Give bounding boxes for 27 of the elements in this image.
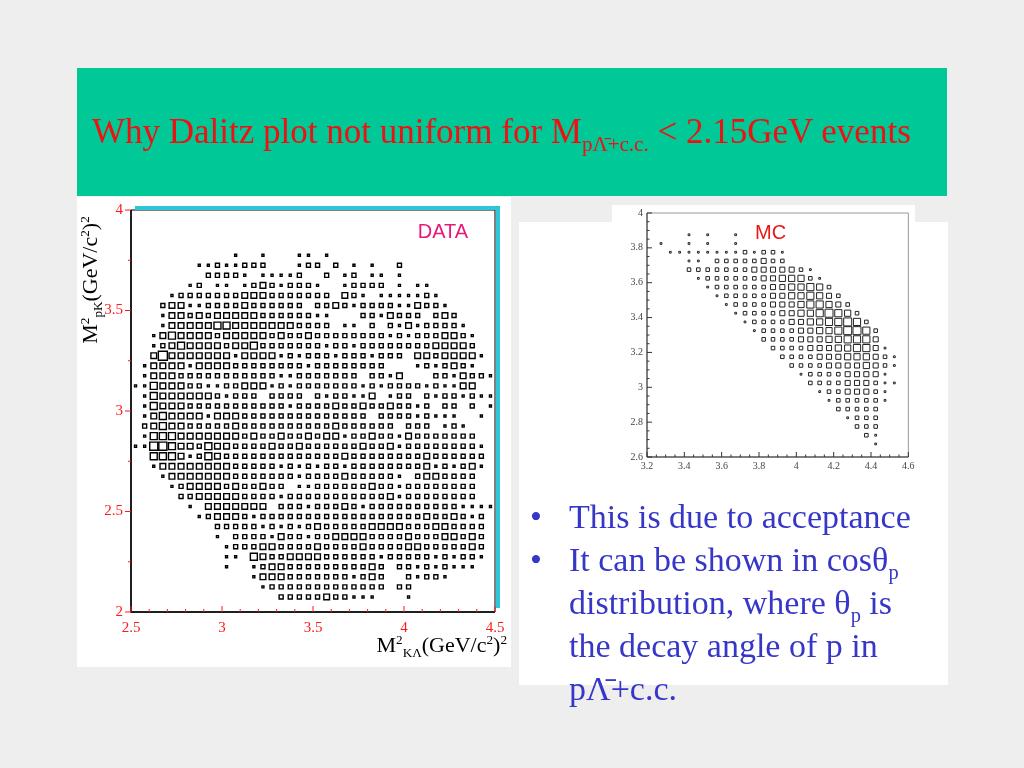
x-tick-label: 4.6 xyxy=(902,459,915,471)
y-tick-label: 2.5 xyxy=(104,502,123,519)
text: Why Dalitz plot not uniform for M$_{pΛ̄+c.c.}$ < 2.15GeV events xyxy=(92,111,911,156)
y-tick-label: 3.8 xyxy=(630,241,643,253)
y-tick-label: 4 xyxy=(115,200,124,217)
text: DATA xyxy=(417,220,469,243)
x-tick-label: 4.4 xyxy=(864,459,878,471)
y-tick-label: 3.6 xyxy=(630,276,643,288)
x-tick-label: 4 xyxy=(793,459,799,471)
y-tick-label: 3 xyxy=(115,401,123,418)
x-tick-label: 4.2 xyxy=(827,459,840,471)
chart-title: MC xyxy=(755,220,787,243)
x-tick-label: 3.6 xyxy=(715,459,728,471)
y-tick-label: 3 xyxy=(638,380,643,392)
y-tick-label: 2.6 xyxy=(630,450,643,462)
x-tick-label: 3.8 xyxy=(752,459,766,471)
x-tick-label: 3.5 xyxy=(303,619,323,636)
text: • It can be shown in cosθ$_{p}$ distribution, where θ$_{p}$ is the decay angle of p in pΛ̄+c.c. xyxy=(530,541,899,707)
y-tick-label: 3.5 xyxy=(104,301,123,318)
x-tick-label: 3 xyxy=(218,619,226,636)
text: • This is due to acceptance xyxy=(530,497,912,537)
y-tick-label: 3.2 xyxy=(630,346,643,358)
y-tick-label: 4 xyxy=(638,206,643,218)
y-tick-label: 3.4 xyxy=(630,311,643,323)
x-tick-label: 3.4 xyxy=(678,459,691,471)
y-tick-label: 2 xyxy=(115,602,123,619)
y-tick-label: 2.8 xyxy=(630,415,643,427)
